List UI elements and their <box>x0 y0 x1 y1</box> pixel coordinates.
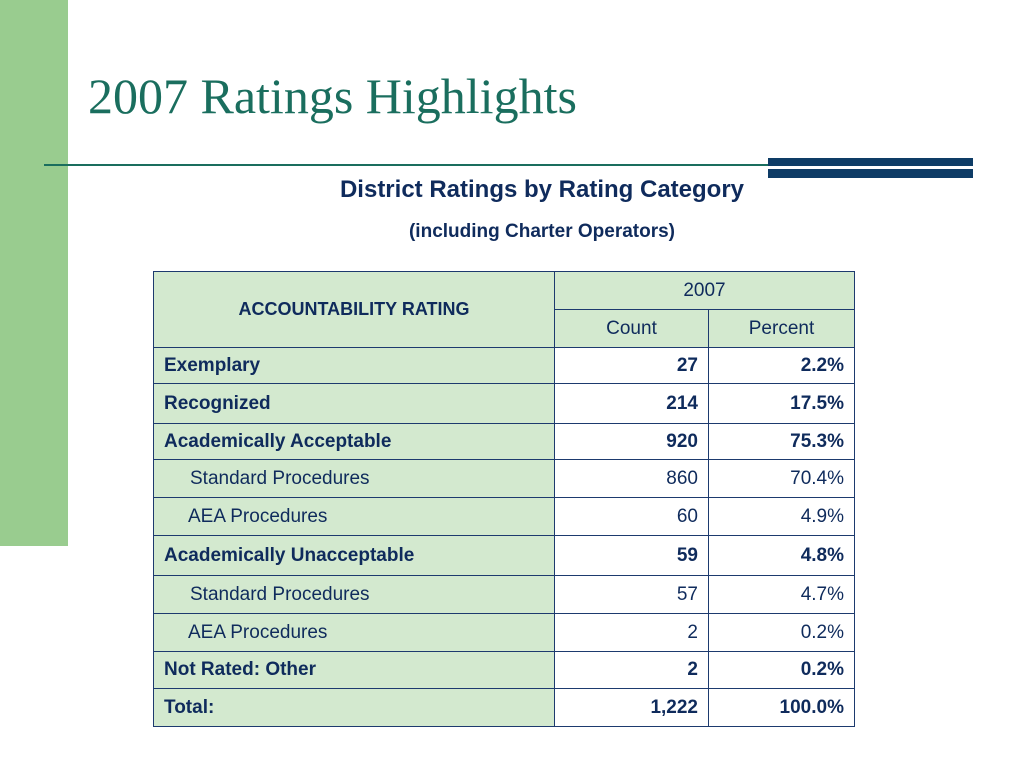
ratings-table: ACCOUNTABILITY RATING 2007 Count Percent… <box>153 271 855 727</box>
row-percent: 17.5% <box>708 383 855 424</box>
table-row: AEA Procedures 2 0.2% <box>153 613 855 652</box>
row-label: AEA Procedures <box>153 497 555 536</box>
table-row: Recognized 214 17.5% <box>153 383 855 424</box>
row-percent: 70.4% <box>708 459 855 498</box>
row-label: Recognized <box>153 383 555 424</box>
title-accent-bar-bottom <box>768 169 973 178</box>
year-column-header: 2007 <box>554 271 855 310</box>
row-label: AEA Procedures <box>153 613 555 652</box>
row-label: Standard Procedures <box>153 575 555 614</box>
rating-column-header: ACCOUNTABILITY RATING <box>153 271 555 348</box>
row-percent: 0.2% <box>708 651 855 689</box>
row-percent: 100.0% <box>708 688 855 727</box>
row-count: 57 <box>554 575 709 614</box>
row-count: 59 <box>554 535 709 576</box>
table-row: Academically Unacceptable 59 4.8% <box>153 535 855 576</box>
row-count: 27 <box>554 347 709 384</box>
row-label: Academically Unacceptable <box>153 535 555 576</box>
row-label: Exemplary <box>153 347 555 384</box>
row-percent: 2.2% <box>708 347 855 384</box>
table-header-row: ACCOUNTABILITY RATING 2007 <box>153 271 855 348</box>
row-count: 60 <box>554 497 709 536</box>
table-row: Standard Procedures 860 70.4% <box>153 459 855 498</box>
slide-title: 2007 Ratings Highlights <box>88 68 577 124</box>
row-label: Total: <box>153 688 555 727</box>
table-row: Standard Procedures 57 4.7% <box>153 575 855 614</box>
table-total-row: Total: 1,222 100.0% <box>153 688 855 727</box>
table-row: Academically Acceptable 920 75.3% <box>153 423 855 460</box>
row-count: 2 <box>554 651 709 689</box>
row-count: 2 <box>554 613 709 652</box>
table-row: AEA Procedures 60 4.9% <box>153 497 855 536</box>
row-percent: 4.7% <box>708 575 855 614</box>
row-count: 860 <box>554 459 709 498</box>
table-subtitle-note: (including Charter Operators) <box>408 221 676 242</box>
table-row: Exemplary 27 2.2% <box>153 347 855 384</box>
row-percent: 4.9% <box>708 497 855 536</box>
row-label: Academically Acceptable <box>153 423 555 460</box>
table-title: District Ratings by Rating Category <box>339 176 745 203</box>
count-column-header: Count <box>554 309 709 348</box>
title-underline <box>44 164 770 166</box>
table-row: Not Rated: Other 2 0.2% <box>153 651 855 689</box>
row-percent: 75.3% <box>708 423 855 460</box>
title-accent-bar-top <box>768 158 973 166</box>
row-label: Not Rated: Other <box>153 651 555 689</box>
row-count: 920 <box>554 423 709 460</box>
row-count: 214 <box>554 383 709 424</box>
row-count: 1,222 <box>554 688 709 727</box>
row-label: Standard Procedures <box>153 459 555 498</box>
table-subheader-row: Count Percent <box>154 309 855 348</box>
left-accent-bar <box>0 0 68 546</box>
row-percent: 0.2% <box>708 613 855 652</box>
percent-column-header: Percent <box>708 309 855 348</box>
row-percent: 4.8% <box>708 535 855 576</box>
